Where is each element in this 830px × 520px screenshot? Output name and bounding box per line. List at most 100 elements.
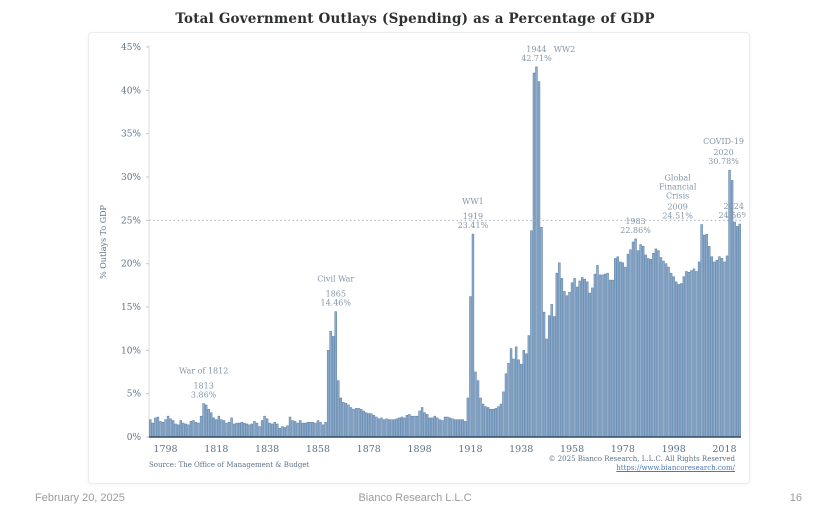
bar: [507, 363, 510, 438]
annotation-text: 42.71%: [521, 54, 552, 63]
bar: [647, 258, 650, 438]
bar: [591, 287, 594, 438]
bar: [420, 407, 424, 438]
bar: [375, 416, 378, 438]
bar: [690, 270, 693, 438]
bar: [339, 397, 343, 438]
bar: [314, 422, 317, 438]
bar: [319, 421, 322, 438]
bar: [263, 415, 266, 438]
bar: [723, 261, 726, 438]
bar: [436, 417, 439, 438]
copyright-link[interactable]: https://www.biancoresearch.com/: [616, 464, 735, 472]
bar: [286, 425, 289, 438]
bar: [217, 415, 221, 438]
bar: [443, 416, 447, 438]
bar: [347, 404, 350, 438]
bar: [680, 283, 683, 438]
bar: [324, 421, 327, 438]
bar: [349, 407, 353, 438]
bar: [479, 397, 482, 438]
bar: [514, 346, 518, 438]
bar: [316, 420, 320, 438]
bar: [281, 426, 284, 438]
bar: [461, 419, 465, 438]
bar: [692, 268, 696, 438]
bar: [547, 315, 551, 438]
bar: [659, 257, 663, 438]
bar: [708, 246, 711, 438]
bar: [441, 420, 444, 438]
bar: [354, 408, 358, 438]
bar: [177, 424, 180, 438]
bar: [702, 234, 706, 438]
bar: [522, 350, 525, 438]
bar: [662, 260, 665, 438]
x-tick-label: 1998: [662, 444, 686, 455]
bar: [334, 311, 337, 438]
bar: [453, 419, 457, 438]
bar: [652, 252, 655, 438]
bar: [367, 413, 370, 438]
bar: [154, 417, 157, 438]
annotation-text: 1944: [526, 45, 546, 54]
x-tick-label: 1978: [611, 444, 635, 455]
bar: [687, 272, 691, 438]
bar: [418, 410, 421, 438]
bar: [171, 420, 175, 438]
bar: [669, 272, 673, 438]
bar: [192, 420, 195, 438]
bar: [636, 250, 640, 438]
bar: [425, 414, 429, 438]
bar: [481, 403, 485, 438]
bar: [578, 280, 581, 438]
bar: [626, 253, 630, 438]
bar: [448, 417, 452, 438]
bar: [695, 271, 698, 438]
bar: [283, 427, 287, 438]
bar: [377, 418, 381, 438]
bar: [685, 271, 688, 438]
bar: [735, 226, 739, 438]
bar: [258, 426, 261, 438]
bar: [344, 402, 348, 438]
bar: [713, 261, 716, 438]
bar: [527, 335, 531, 438]
x-tick-label: 1958: [560, 444, 584, 455]
bar: [400, 416, 404, 438]
source-note: Source: The Office of Management & Budge…: [149, 461, 310, 469]
bar: [329, 330, 332, 438]
bar: [545, 338, 548, 438]
bar: [304, 422, 307, 438]
bar: [486, 407, 490, 438]
annotation-text: 22.86%: [620, 226, 651, 235]
y-tick-label: 45%: [121, 43, 141, 53]
bar: [235, 422, 238, 438]
bar: [504, 373, 508, 438]
bar: [733, 221, 736, 438]
bar: [431, 417, 434, 438]
footer-page-number: 16: [789, 492, 802, 504]
bar: [456, 419, 459, 438]
bar: [497, 406, 500, 438]
bar: [204, 404, 208, 438]
bar: [517, 359, 520, 438]
bar: [459, 419, 462, 438]
bar: [570, 282, 574, 438]
bar: [593, 273, 597, 438]
annotation-text: 1983: [625, 217, 645, 226]
bar: [321, 424, 325, 438]
bar: [654, 248, 658, 438]
bar: [629, 249, 632, 438]
annotation-text: Civil War: [317, 275, 354, 284]
bar: [415, 415, 419, 438]
annotation-text: COVID-19: [703, 137, 744, 146]
annotation-text: 3.86%: [191, 391, 217, 400]
bar: [550, 304, 553, 438]
bar: [588, 292, 592, 438]
bar: [476, 380, 480, 438]
bar: [616, 256, 619, 438]
bar: [525, 353, 528, 438]
bar: [667, 266, 670, 438]
